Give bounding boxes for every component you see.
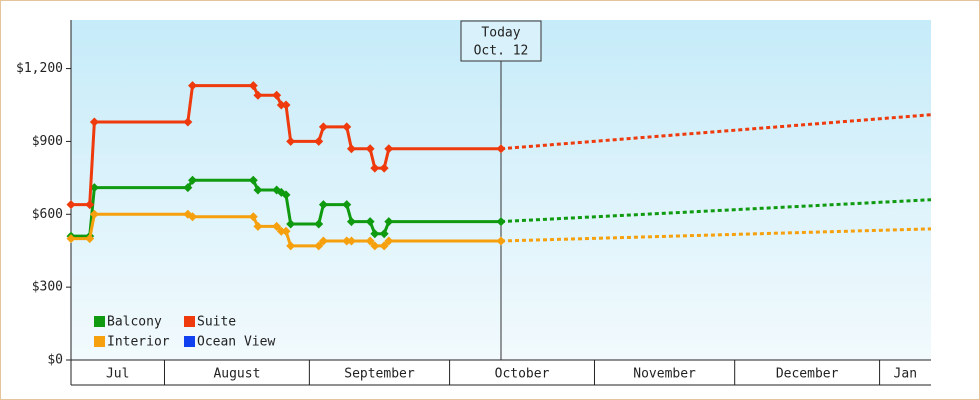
- point: [286, 219, 296, 229]
- point: [89, 117, 99, 127]
- point: [496, 236, 506, 246]
- legend-label: Ocean View: [197, 335, 275, 350]
- point: [276, 226, 286, 236]
- y-tick-label: $900: [32, 134, 63, 149]
- point: [276, 100, 286, 110]
- x-tick-label: September: [344, 367, 415, 382]
- today-box: [460, 20, 542, 62]
- point: [188, 175, 198, 185]
- point: [286, 241, 296, 251]
- point: [188, 212, 198, 222]
- legend-swatch: [184, 316, 195, 327]
- legend-label: Suite: [197, 315, 236, 330]
- point: [188, 81, 198, 91]
- point: [248, 175, 258, 185]
- point: [248, 81, 258, 91]
- legend-label: Balcony: [107, 315, 162, 330]
- point: [379, 241, 389, 251]
- point: [379, 163, 389, 173]
- x-tick-label: Jan: [894, 367, 917, 382]
- legend-label: Interior: [107, 335, 170, 350]
- point: [346, 236, 356, 246]
- point: [248, 212, 258, 222]
- point: [346, 144, 356, 154]
- point: [272, 90, 282, 100]
- point: [379, 229, 389, 239]
- point: [272, 221, 282, 231]
- point: [370, 241, 380, 251]
- forecast-line: [500, 227, 932, 243]
- point: [85, 234, 95, 244]
- point: [85, 200, 95, 210]
- point: [281, 226, 291, 236]
- point: [66, 234, 76, 244]
- point: [253, 221, 263, 231]
- point: [342, 236, 352, 246]
- point: [496, 217, 506, 227]
- point: [253, 90, 263, 100]
- x-tick-label: December: [776, 367, 839, 382]
- point: [384, 217, 394, 227]
- legend-swatch: [184, 336, 195, 347]
- point: [342, 122, 352, 132]
- point: [496, 144, 506, 154]
- y-tick-label: $1,200: [16, 61, 63, 76]
- point: [253, 185, 263, 195]
- point: [365, 217, 375, 227]
- point: [281, 190, 291, 200]
- x-tick-label: Jul: [106, 367, 129, 382]
- point: [286, 136, 296, 146]
- point: [183, 183, 193, 193]
- point: [365, 144, 375, 154]
- x-tick-label: October: [495, 367, 550, 382]
- point: [318, 122, 328, 132]
- point: [318, 200, 328, 210]
- point: [365, 236, 375, 246]
- x-tick-label: August: [213, 367, 260, 382]
- legend-swatch: [94, 316, 105, 327]
- point: [370, 163, 380, 173]
- point: [66, 200, 76, 210]
- point: [314, 136, 324, 146]
- point: [314, 241, 324, 251]
- point: [384, 236, 394, 246]
- x-tick-label: November: [633, 367, 696, 382]
- point: [183, 117, 193, 127]
- point: [346, 217, 356, 227]
- point: [370, 229, 380, 239]
- legend-swatch: [94, 336, 105, 347]
- today-label: Oct. 12: [474, 44, 529, 59]
- today-label: Today: [481, 26, 520, 41]
- y-tick-label: $300: [32, 280, 63, 295]
- point: [89, 209, 99, 219]
- y-tick-label: $600: [32, 207, 63, 222]
- point: [314, 219, 324, 229]
- forecast-line: [500, 113, 932, 151]
- point: [342, 200, 352, 210]
- point: [281, 100, 291, 110]
- point: [318, 236, 328, 246]
- forecast-line: [500, 198, 932, 224]
- point: [384, 144, 394, 154]
- y-tick-label: $0: [47, 353, 63, 368]
